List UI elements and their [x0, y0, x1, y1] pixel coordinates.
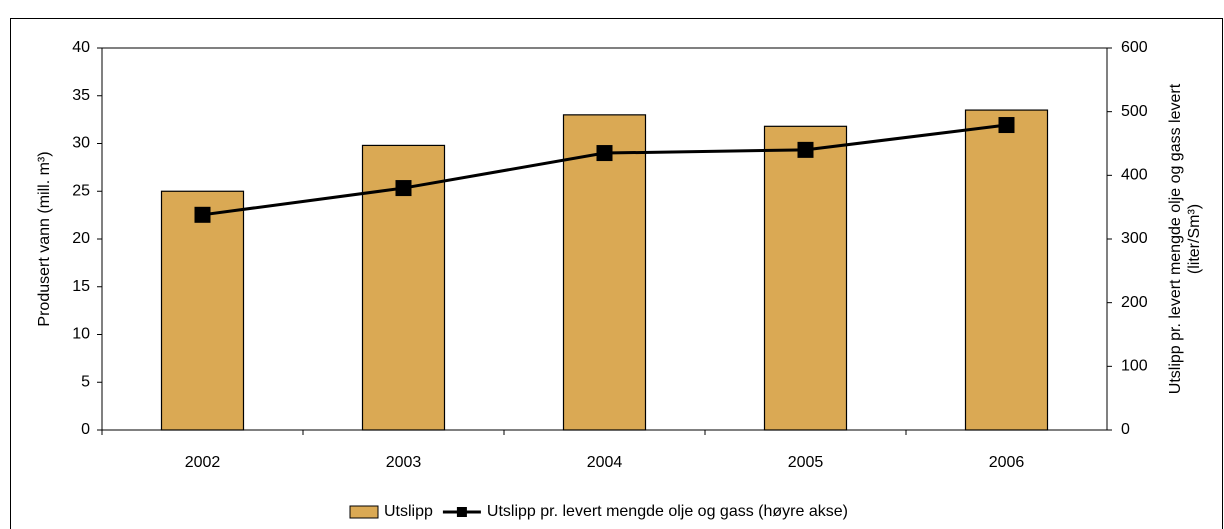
y2-tick-label: 300 [1121, 230, 1148, 247]
y-tick-label: 10 [72, 326, 90, 343]
legend-swatch [349, 505, 379, 519]
legend-label: Utslipp [384, 503, 433, 520]
y2-tick-label: 600 [1121, 39, 1148, 56]
x-tick-label: 2005 [788, 454, 824, 471]
x-tick-label: 2006 [989, 454, 1025, 471]
y-tick-label: 30 [72, 135, 90, 152]
y-tick-label: 0 [81, 421, 90, 438]
marker [998, 117, 1015, 134]
marker [596, 145, 613, 162]
marker [395, 180, 412, 197]
y2-tick-label: 0 [1121, 421, 1130, 438]
x-tick-label: 2002 [185, 454, 221, 471]
x-tick-label: 2003 [386, 454, 422, 471]
y-tick-label: 40 [72, 39, 90, 56]
y2-tick-label: 400 [1121, 167, 1148, 184]
legend-marker [456, 507, 467, 517]
y2-tick-label: 500 [1121, 103, 1148, 120]
bar [763, 125, 848, 431]
y-tick-label: 25 [72, 182, 90, 199]
y-tick-label: 20 [72, 230, 90, 247]
y-tick-label: 5 [81, 373, 90, 390]
y-tick-label: 15 [72, 278, 90, 295]
bar [160, 190, 245, 431]
y2-axis-label: Utslipp pr. levert mengde olje og gass l… [1167, 83, 1184, 394]
bar [562, 114, 647, 431]
x-tick-label: 2004 [587, 454, 623, 471]
y-axis-label: Produsert vann (mill. m³) [36, 151, 53, 326]
bar [964, 109, 1049, 431]
legend-label: Utslipp pr. levert mengde olje og gass (… [487, 503, 848, 520]
marker [797, 141, 814, 158]
y2-tick-label: 200 [1121, 294, 1148, 311]
y2-tick-label: 100 [1121, 358, 1148, 375]
marker [194, 206, 211, 223]
y2-axis-label: (liter/Sm³) [1186, 204, 1203, 274]
y-tick-label: 35 [72, 87, 90, 104]
